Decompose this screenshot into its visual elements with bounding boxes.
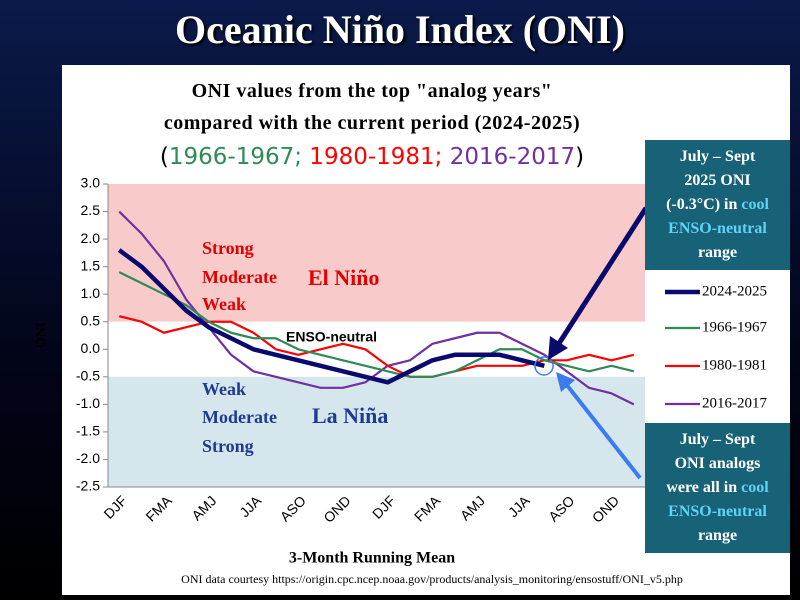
x-tick-label: DJF	[369, 492, 398, 521]
legend-label: 2024-2025	[702, 283, 767, 299]
subtitle-part: 2016-2017	[442, 144, 576, 170]
band-level-label: Weak	[202, 379, 246, 399]
y-tick-label: 0.5	[81, 312, 101, 328]
x-tick-label: JJA	[236, 492, 264, 520]
callout-text: July – Sept	[679, 431, 756, 448]
arrow	[555, 206, 649, 347]
chart-title: ONI values from the top "analog years"	[191, 80, 553, 102]
legend-label: 2016-2017	[702, 395, 767, 411]
band-label: La Niña	[312, 403, 388, 428]
callout-text: ONI analogs	[674, 455, 761, 472]
callout-text: were all in	[666, 479, 742, 496]
subtitle-part: )	[575, 144, 585, 170]
x-axis-label: 3-Month Running Mean	[289, 550, 455, 567]
band-level-label: Moderate	[202, 267, 277, 287]
arrowhead	[548, 336, 568, 360]
x-tick-label: OND	[589, 492, 622, 525]
callout-text: (-0.3°C) in	[666, 196, 742, 213]
y-tick-label: 1.5	[81, 257, 101, 273]
subtitle-part: 1966-1967;	[168, 144, 302, 170]
callout-text: July – Sept	[679, 148, 756, 165]
band-level-label: Strong	[202, 436, 254, 456]
callout-line: ONI analogs	[645, 452, 790, 476]
y-axis-label: ONI	[34, 322, 49, 348]
callout-text: 2025 ONI	[684, 172, 751, 189]
callout-line: July – Sept	[645, 145, 790, 169]
legend-label: 1980-1981	[702, 357, 767, 373]
x-tick-label: ASO	[277, 492, 309, 524]
y-tick-label: -1.0	[76, 395, 100, 411]
band-level-label: Moderate	[202, 407, 277, 427]
callout-text: range	[697, 527, 738, 544]
x-tick-label: ASO	[545, 492, 577, 524]
range-band	[108, 184, 645, 322]
range-band	[108, 376, 645, 487]
callout-line: ENSO-neutral	[645, 500, 790, 524]
callout-line: (-0.3°C) in cool	[645, 193, 790, 217]
x-tick-label: FMA	[142, 492, 175, 525]
y-tick-label: 2.0	[81, 230, 101, 246]
subtitle-part: 1980-1981;	[302, 144, 443, 170]
arrowhead	[556, 372, 575, 392]
band-label: El Niño	[308, 265, 380, 290]
y-tick-label: 0.0	[81, 340, 101, 356]
slide-title: Oceanic Niño Index (ONI)	[175, 7, 625, 52]
callout-line: range	[645, 241, 790, 265]
source-note: ONI data courtesy https://origin.cpc.nce…	[181, 572, 683, 586]
arrow	[564, 382, 642, 480]
y-tick-label: -0.5	[76, 368, 100, 384]
callout-line: ENSO-neutral	[645, 217, 790, 241]
callout-line: range	[645, 524, 790, 548]
y-tick-label: 2.5	[81, 202, 101, 218]
band-label: ENSO-neutral	[286, 329, 377, 345]
x-tick-label: DJF	[100, 492, 129, 521]
x-tick-label: JJA	[505, 492, 533, 520]
series-line	[117, 248, 545, 385]
callout-text: ENSO-neutral	[668, 503, 767, 520]
callout-line: were all in cool	[645, 476, 790, 500]
callout-text: cool	[741, 196, 769, 213]
subtitle-part: (	[159, 144, 169, 170]
y-tick-label: -2.0	[76, 450, 100, 466]
x-tick-label: AMJ	[188, 492, 219, 523]
band-level-label: Weak	[202, 294, 246, 314]
callout-text: range	[697, 244, 738, 261]
x-tick-label: FMA	[411, 492, 444, 525]
chart-subtitle: (1966-1967; 1980-1981; 2016-2017)	[62, 144, 682, 170]
callout-line: July – Sept	[645, 428, 790, 452]
chart-title: compared with the current period (2024-2…	[163, 112, 581, 134]
y-tick-label: 1.0	[81, 285, 101, 301]
callout-line: 2025 ONI	[645, 169, 790, 193]
y-tick-label: -1.5	[76, 423, 100, 439]
callout: July – Sept 2025 ONI (-0.3°C) in cool ENSO-…	[645, 140, 790, 270]
legend-label: 1966-1967	[702, 319, 767, 335]
y-tick-label: -2.5	[76, 478, 100, 494]
band-level-label: Strong	[202, 238, 254, 258]
callout-text: cool	[741, 479, 769, 496]
callout-text: ENSO-neutral	[668, 220, 767, 237]
y-tick-label: 3.0	[81, 175, 101, 191]
x-tick-label: AMJ	[457, 492, 488, 523]
callout: July – Sept ONI analogs were all in cool EN…	[645, 423, 790, 553]
x-tick-label: OND	[320, 492, 353, 525]
highlight-circle	[534, 356, 554, 376]
series-line	[118, 271, 635, 378]
